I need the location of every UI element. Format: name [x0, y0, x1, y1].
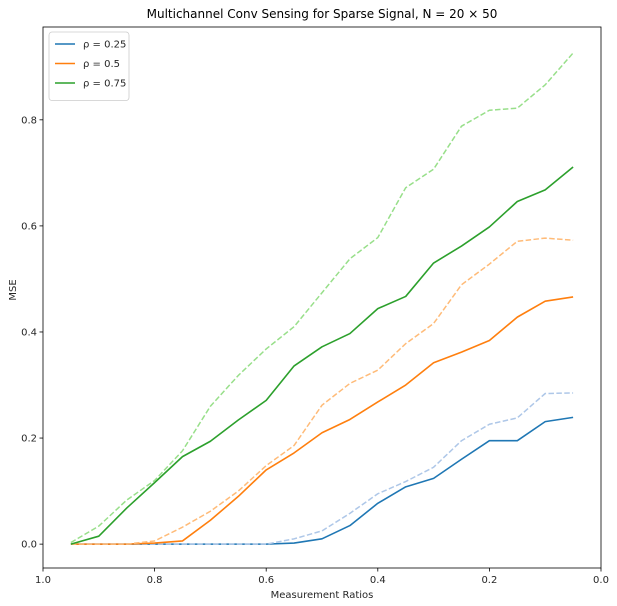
x-tick-label: 0.8 [147, 575, 163, 586]
series-line-6-dashed [70, 52, 574, 544]
x-tick-label: 0.2 [481, 575, 497, 586]
x-tick-label: 0.6 [258, 575, 274, 586]
series-line-1 [70, 416, 574, 545]
series-line-5 [70, 166, 574, 545]
x-tick-label: 0.0 [593, 575, 609, 586]
y-tick-label: 0.8 [21, 115, 37, 126]
legend-label: ρ = 0.5 [83, 59, 120, 70]
legend-label: ρ = 0.25 [83, 40, 126, 51]
legend-label: ρ = 0.75 [83, 79, 126, 90]
axes-frame [42, 26, 602, 569]
x-axis-label: Measurement Ratios [271, 590, 374, 601]
x-tick-label: 0.4 [370, 575, 386, 586]
y-tick-label: 0.0 [21, 540, 37, 551]
legend: ρ = 0.25 ρ = 0.5 ρ = 0.75 [48, 31, 130, 101]
y-tick-label: 0.6 [21, 221, 37, 232]
y-tick-label: 0.4 [21, 327, 37, 338]
x-tick-label: 1.0 [35, 575, 51, 586]
y-tick-label: 0.2 [21, 434, 37, 445]
y-axis-label: MSE [8, 279, 19, 300]
series-line-3 [70, 296, 574, 545]
series-line-4-dashed [70, 237, 574, 545]
series-line-2-dashed [70, 392, 574, 545]
chart-title: Multichannel Conv Sensing for Sparse Sig… [147, 7, 498, 21]
plot-area: 1.0 0.8 0.6 0.4 0.2 0.0 0.0 0.2 0.4 0.6 0.8 [21, 26, 609, 586]
